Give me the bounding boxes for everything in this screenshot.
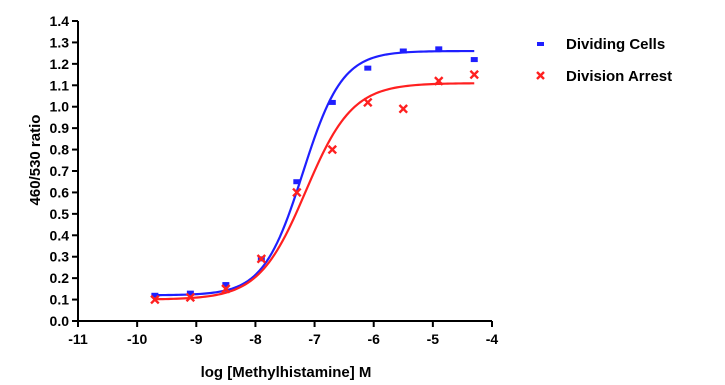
data-point-dividing-cells [186, 290, 194, 296]
legend-label-dividing-cells: Dividing Cells [566, 36, 665, 53]
y-tick-label: 0.9 [50, 120, 70, 136]
x-axis-title: log [Methylhistamine] M [201, 364, 372, 381]
data-point-dividing-cells [470, 57, 478, 63]
data-point-division-arrest [150, 294, 160, 305]
data-point-division-arrest [434, 76, 444, 86]
y-tick-label: 0.8 [50, 142, 70, 158]
legend-marker-dividing-cells [537, 42, 544, 46]
y-tick-label: 1.4 [50, 13, 70, 29]
data-point-dividing-cells [222, 282, 230, 288]
data-point-dividing-cells [364, 65, 372, 71]
tick-labels: -11 -10 -9 -8 -7 -6 -5 -4 0.0 0.1 0.2 0.3 0.4 0.5 0.6 0… [50, 13, 499, 347]
fit-curve-division-arrest [154, 82, 475, 301]
data-point-division-arrest [292, 187, 302, 198]
y-tick-label: 0.7 [50, 163, 70, 179]
y-tick-label: 1.1 [50, 77, 70, 93]
data-point-division-arrest [469, 69, 479, 80]
legend-marker-division-arrest [536, 71, 545, 80]
axes [72, 20, 493, 327]
y-tick-label: 0.6 [50, 184, 70, 200]
data-points [150, 46, 479, 305]
legend: Dividing Cells Division Arrest [536, 36, 672, 85]
data-point-division-arrest [256, 254, 267, 264]
x-tick-label: -7 [308, 331, 321, 347]
data-point-division-arrest [363, 97, 373, 108]
y-tick-label: 0.5 [50, 206, 70, 222]
y-tick-label: 0.2 [50, 270, 70, 286]
legend-label-division-arrest: Division Arrest [566, 68, 672, 85]
x-tick-label: -9 [190, 331, 203, 347]
x-tick-label: -4 [486, 331, 499, 347]
data-point-dividing-cells [328, 99, 336, 105]
y-tick-label: 0.1 [50, 292, 70, 308]
x-tick-label: -10 [127, 331, 147, 347]
data-point-dividing-cells [293, 179, 301, 185]
data-point-division-arrest [327, 144, 338, 155]
y-tick-label: 1.3 [50, 34, 70, 50]
data-point-dividing-cells [435, 46, 443, 52]
x-tick-label: -8 [249, 331, 262, 347]
y-tick-label: 1.0 [50, 99, 70, 115]
y-tick-label: 1.2 [50, 56, 70, 72]
y-tick-label: 0.0 [50, 313, 70, 329]
data-point-dividing-cells [399, 48, 407, 54]
data-point-division-arrest [398, 104, 408, 114]
data-point-dividing-cells [151, 292, 159, 298]
y-axis-title: 460/530 ratio [27, 115, 44, 206]
data-point-division-arrest [185, 292, 196, 303]
fit-curve-dividing-cells [154, 49, 475, 297]
x-tick-label: -6 [367, 331, 380, 347]
fit-curves [154, 49, 475, 301]
y-tick-label: 0.4 [50, 227, 70, 243]
y-tick-label: 0.3 [50, 249, 70, 265]
x-tick-label: -11 [68, 331, 88, 347]
data-point-division-arrest [221, 284, 231, 294]
x-tick-label: -5 [427, 331, 440, 347]
